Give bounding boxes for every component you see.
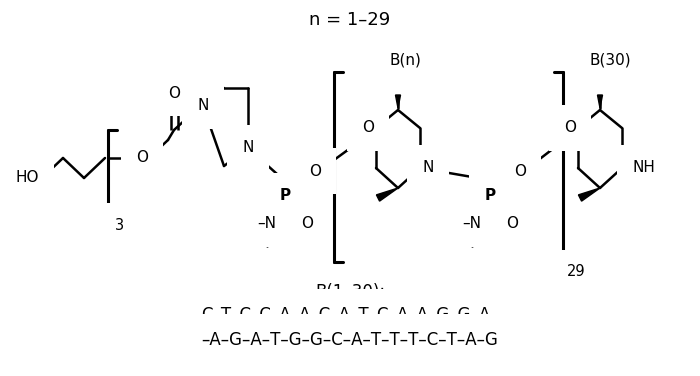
Polygon shape (377, 188, 398, 201)
Polygon shape (395, 95, 400, 108)
Text: P: P (484, 188, 496, 203)
Text: n = 1–29: n = 1–29 (309, 11, 391, 29)
Text: N: N (242, 141, 253, 156)
Text: NH: NH (632, 161, 655, 176)
Text: B(n): B(n) (389, 53, 421, 68)
Text: –A–G–A–T–G–G–C–A–T–T–T–C–T–A–G: –A–G–A–T–G–G–C–A–T–T–T–C–T–A–G (202, 331, 498, 349)
Text: O: O (514, 164, 526, 179)
Text: N: N (422, 161, 434, 176)
Text: B(30): B(30) (589, 53, 631, 68)
Text: 29: 29 (567, 264, 585, 279)
Text: –N: –N (463, 217, 482, 232)
Text: O: O (301, 217, 313, 232)
Text: O: O (136, 150, 148, 165)
Text: O: O (362, 120, 374, 135)
Text: C–T–C–C–A–A–C–A–T–C–A–A–G–G–A–: C–T–C–C–A–A–C–A–T–C–A–A–G–G–A– (201, 306, 499, 324)
Text: B(1–30):: B(1–30): (315, 283, 385, 301)
Text: –N: –N (258, 217, 277, 232)
Text: HO: HO (15, 170, 39, 185)
Text: 3: 3 (116, 217, 125, 232)
Text: O: O (506, 217, 518, 232)
Text: O: O (564, 120, 576, 135)
Text: O: O (168, 85, 180, 100)
Polygon shape (578, 188, 600, 201)
Text: O: O (309, 164, 321, 179)
Text: P: P (279, 188, 290, 203)
Text: N: N (197, 99, 209, 114)
Text: N: N (197, 99, 209, 114)
Polygon shape (598, 95, 603, 108)
